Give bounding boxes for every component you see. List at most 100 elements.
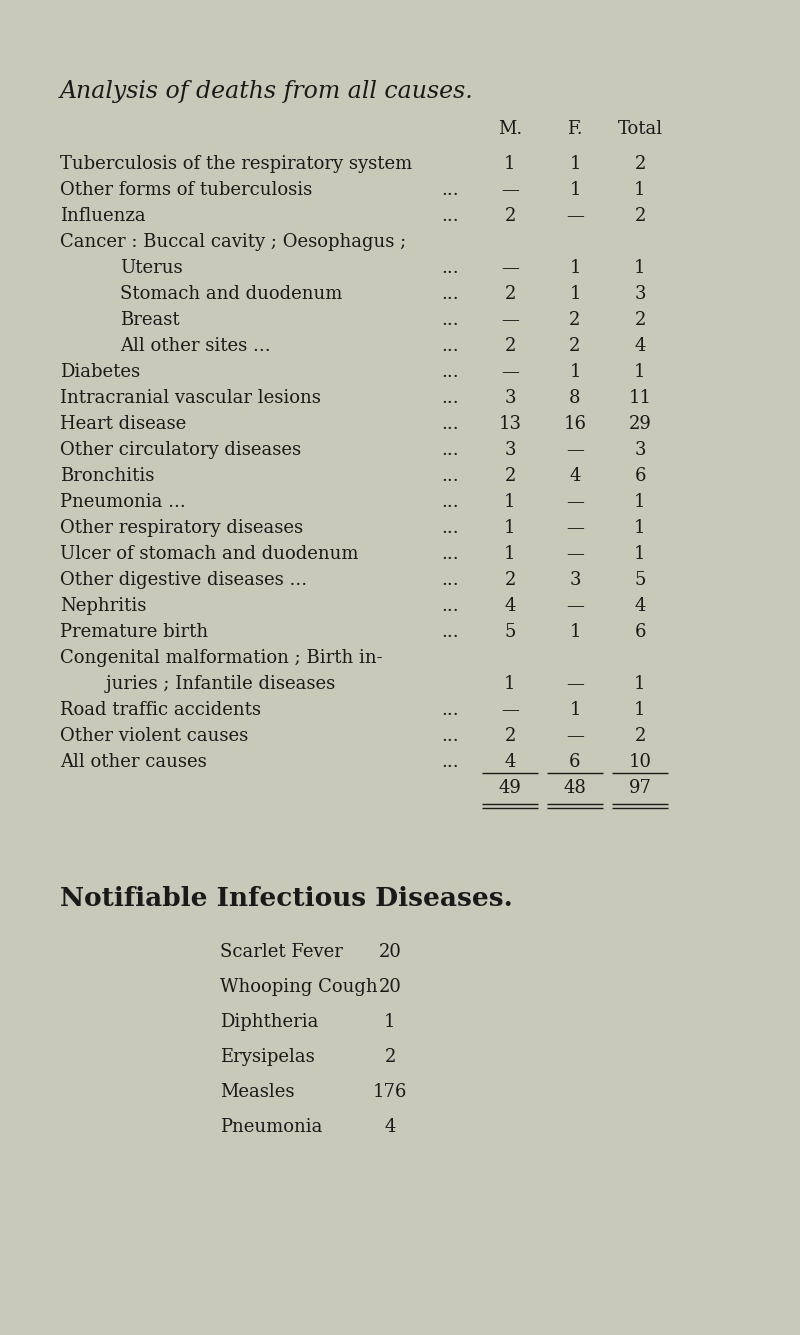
Text: 5: 5 [504,623,516,641]
Text: 5: 5 [634,571,646,589]
Text: 2: 2 [570,336,581,355]
Text: Tuberculosis of the respiratory system: Tuberculosis of the respiratory system [60,155,412,174]
Text: 1: 1 [504,519,516,537]
Text: 20: 20 [378,943,402,961]
Text: 6: 6 [634,467,646,485]
Text: ...: ... [441,311,459,328]
Text: 13: 13 [498,415,522,433]
Text: Total: Total [618,120,662,138]
Text: 2: 2 [504,284,516,303]
Text: ...: ... [441,207,459,226]
Text: ...: ... [441,441,459,459]
Text: —: — [566,676,584,693]
Text: 1: 1 [570,182,581,199]
Text: 4: 4 [634,336,646,355]
Text: Heart disease: Heart disease [60,415,186,433]
Text: ...: ... [441,259,459,276]
Text: Bronchitis: Bronchitis [60,467,154,485]
Text: 1: 1 [504,676,516,693]
Text: ...: ... [441,467,459,485]
Text: 4: 4 [504,597,516,615]
Text: 2: 2 [634,311,646,328]
Text: ...: ... [441,597,459,615]
Text: Pneumonia ...: Pneumonia ... [60,493,186,511]
Text: 1: 1 [570,701,581,720]
Text: ...: ... [441,728,459,745]
Text: ...: ... [441,336,459,355]
Text: 2: 2 [570,311,581,328]
Text: Road traffic accidents: Road traffic accidents [60,701,261,720]
Text: 1: 1 [634,519,646,537]
Text: Scarlet Fever: Scarlet Fever [220,943,343,961]
Text: 2: 2 [504,467,516,485]
Text: 2: 2 [634,155,646,174]
Text: 2: 2 [504,728,516,745]
Text: 1: 1 [634,676,646,693]
Text: 1: 1 [504,545,516,563]
Text: 49: 49 [498,780,522,797]
Text: 1: 1 [384,1013,396,1031]
Text: juries ; Infantile diseases: juries ; Infantile diseases [60,676,335,693]
Text: Uterus: Uterus [120,259,182,276]
Text: 20: 20 [378,979,402,996]
Text: ...: ... [441,701,459,720]
Text: 1: 1 [634,259,646,276]
Text: —: — [566,519,584,537]
Text: Pneumonia: Pneumonia [220,1119,322,1136]
Text: 1: 1 [504,493,516,511]
Text: —: — [566,493,584,511]
Text: —: — [566,597,584,615]
Text: Other circulatory diseases: Other circulatory diseases [60,441,301,459]
Text: 97: 97 [629,780,651,797]
Text: Other respiratory diseases: Other respiratory diseases [60,519,303,537]
Text: Cancer : Buccal cavity ; Oesophagus ;: Cancer : Buccal cavity ; Oesophagus ; [60,234,406,251]
Text: 3: 3 [634,284,646,303]
Text: ...: ... [441,182,459,199]
Text: Nephritis: Nephritis [60,597,146,615]
Text: 8: 8 [570,388,581,407]
Text: Influenza: Influenza [60,207,146,226]
Text: ...: ... [441,571,459,589]
Text: 3: 3 [634,441,646,459]
Text: 176: 176 [373,1083,407,1101]
Text: 2: 2 [384,1048,396,1067]
Text: —: — [501,259,519,276]
Text: 4: 4 [570,467,581,485]
Text: ...: ... [441,284,459,303]
Text: 4: 4 [504,753,516,772]
Text: 2: 2 [634,728,646,745]
Text: 1: 1 [570,284,581,303]
Text: 48: 48 [563,780,586,797]
Text: 2: 2 [634,207,646,226]
Text: 1: 1 [570,259,581,276]
Text: ...: ... [441,493,459,511]
Text: —: — [566,545,584,563]
Text: 1: 1 [504,155,516,174]
Text: ...: ... [441,363,459,380]
Text: F.: F. [567,120,583,138]
Text: 2: 2 [504,571,516,589]
Text: —: — [501,363,519,380]
Text: Ulcer of stomach and duodenum: Ulcer of stomach and duodenum [60,545,358,563]
Text: Intracranial vascular lesions: Intracranial vascular lesions [60,388,321,407]
Text: M.: M. [498,120,522,138]
Text: 4: 4 [634,597,646,615]
Text: Erysipelas: Erysipelas [220,1048,314,1067]
Text: Premature birth: Premature birth [60,623,208,641]
Text: Other forms of tuberculosis: Other forms of tuberculosis [60,182,312,199]
Text: Diphtheria: Diphtheria [220,1013,318,1031]
Text: 1: 1 [634,701,646,720]
Text: Stomach and duodenum: Stomach and duodenum [120,284,342,303]
Text: All other causes: All other causes [60,753,206,772]
Text: Measles: Measles [220,1083,294,1101]
Text: ...: ... [441,519,459,537]
Text: Whooping Cough: Whooping Cough [220,979,378,996]
Text: All other sites ...: All other sites ... [120,336,270,355]
Text: 1: 1 [634,545,646,563]
Text: —: — [566,207,584,226]
Text: 3: 3 [570,571,581,589]
Text: ...: ... [441,545,459,563]
Text: Diabetes: Diabetes [60,363,140,380]
Text: 6: 6 [634,623,646,641]
Text: 29: 29 [629,415,651,433]
